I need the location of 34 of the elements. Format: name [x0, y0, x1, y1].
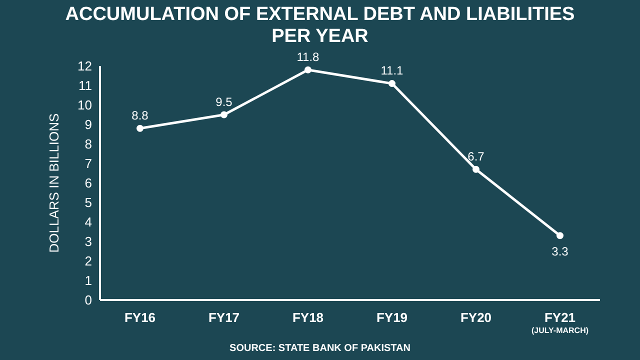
y-tick-label: 3: [84, 234, 92, 250]
point: [388, 80, 396, 88]
x-tick-label: FY20: [460, 310, 492, 325]
x-tick-label: FY17: [208, 310, 240, 325]
x-tick-label: FY19: [376, 310, 408, 325]
data-label: 11.1: [380, 64, 404, 78]
x-tick-label: FY16: [124, 310, 156, 325]
y-tick-label: 5: [84, 195, 92, 210]
y-axis-title: DOLLARS IN BILLIONS: [46, 112, 62, 253]
x-tick-label: FY18: [292, 310, 324, 325]
data-label: 6.7: [468, 149, 485, 164]
y-tick-label: 0: [84, 292, 92, 308]
data-label: 8.8: [132, 108, 149, 122]
y-tick-label: 10: [78, 98, 92, 113]
y-tick-label: 8: [84, 136, 92, 152]
data-label: 3.3: [552, 244, 569, 259]
point: [556, 232, 564, 240]
data-label: 11.8: [296, 50, 320, 64]
chart-title: ACCUMULATION OF EXTERNAL DEBT AND LIABILITIES PER YEAR: [64, 4, 576, 48]
point: [472, 166, 480, 173]
y-tick-label: 11: [78, 78, 92, 94]
point: [220, 111, 228, 118]
source-note: SOURCE: STATE BANK OF PAKISTAN: [228, 343, 412, 354]
y-tick-label: 12: [78, 58, 92, 74]
y-tick-label: 9: [84, 117, 92, 132]
y-tick-label: 7: [84, 156, 92, 172]
y-tick-label: 1: [84, 273, 92, 288]
point: [304, 66, 312, 74]
y-tick-label: 4: [84, 214, 92, 230]
y-tick-label: 2: [84, 254, 92, 269]
x-tick-label: FY21 (JULY-MARCH): [531, 310, 589, 335]
data-label: 9.5: [216, 94, 233, 109]
point: [136, 124, 144, 132]
y-tick-label: 6: [84, 176, 92, 191]
